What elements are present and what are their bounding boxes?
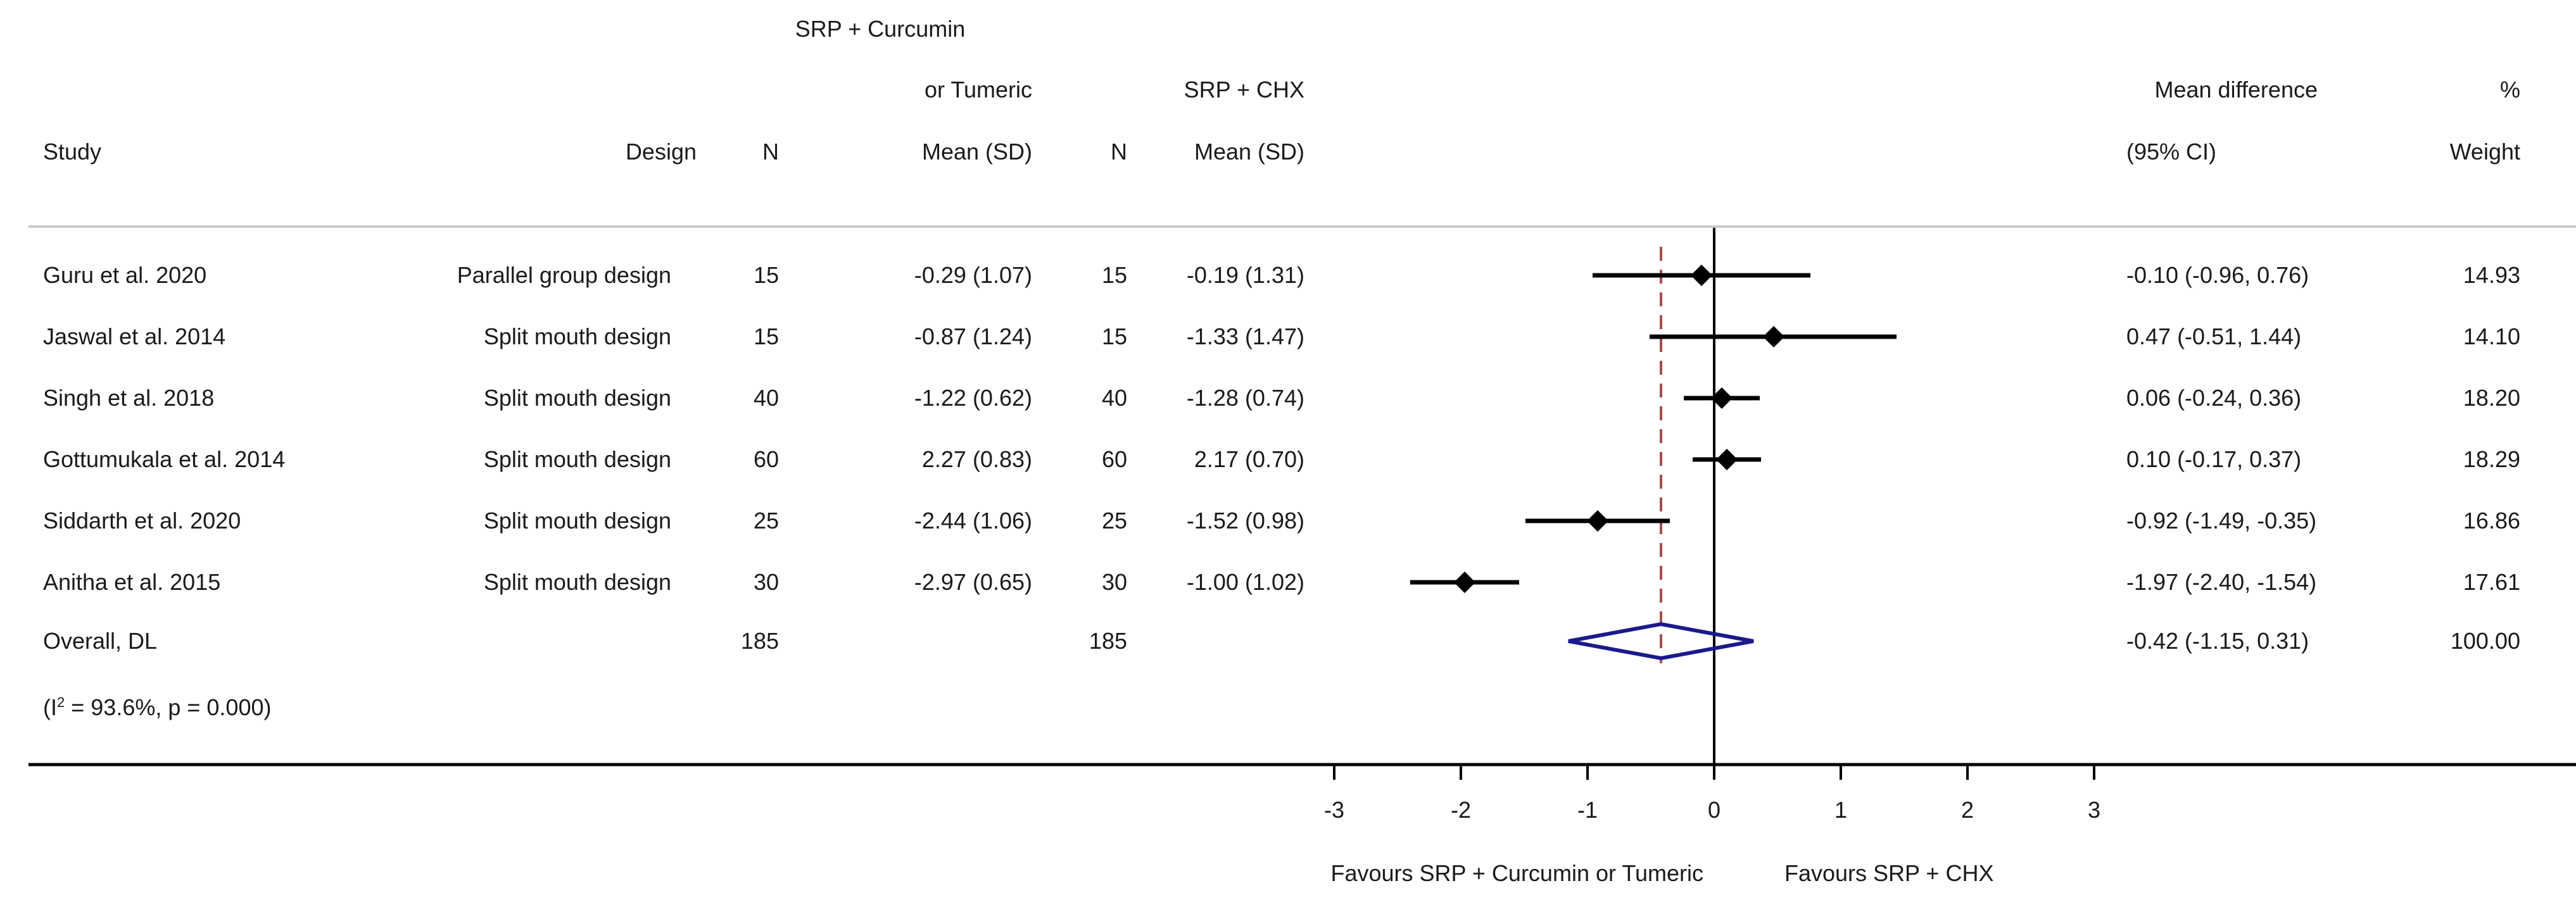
- header-design: Design: [625, 139, 697, 165]
- row-weight: 14.93: [2463, 262, 2520, 288]
- row-n1: 15: [753, 262, 779, 288]
- row-study: Guru et al. 2020: [43, 262, 207, 288]
- row-group1-mean-sd: -2.44 (1.06): [914, 508, 1032, 534]
- row-n1: 60: [753, 446, 779, 472]
- header-n2: N: [1111, 139, 1127, 165]
- x-tick-label: 0: [1708, 797, 1720, 823]
- study-point-estimate: [1763, 326, 1784, 347]
- row-n1: 40: [753, 385, 779, 411]
- header-weight-line1: %: [2499, 77, 2520, 103]
- row-group2-mean-sd: -0.19 (1.31): [1186, 262, 1304, 288]
- row-design: Split mouth design: [483, 323, 671, 349]
- header-group1-line1: SRP + Curcumin: [795, 16, 966, 42]
- row-n2: 40: [1101, 385, 1127, 411]
- row-weight: 17.61: [2463, 569, 2520, 595]
- row-n2: 15: [1101, 323, 1127, 349]
- overall-label: Overall, DL: [43, 628, 158, 654]
- row-study: Gottumukala et al. 2014: [43, 446, 286, 472]
- row-group2-mean-sd: 2.17 (0.70): [1194, 446, 1304, 472]
- row-mean-difference: -1.97 (-2.40, -1.54): [2126, 569, 2317, 595]
- row-mean-difference: -0.10 (-0.96, 0.76): [2126, 262, 2309, 288]
- row-group2-mean-sd: -1.52 (0.98): [1186, 508, 1304, 534]
- overall-weight: 100.00: [2450, 628, 2520, 654]
- row-mean-difference: 0.10 (-0.17, 0.37): [2126, 446, 2302, 472]
- row-design: Split mouth design: [483, 446, 671, 472]
- row-n1: 30: [753, 569, 779, 595]
- study-point-estimate: [1691, 265, 1712, 286]
- header-group1-line3: Mean (SD): [921, 139, 1032, 165]
- axis-label-right: Favours SRP + CHX: [1784, 860, 1994, 886]
- row-weight: 18.20: [2463, 385, 2520, 411]
- row-weight: 18.29: [2463, 446, 2520, 472]
- overall-n1: 185: [740, 628, 779, 654]
- row-study: Jaswal et al. 2014: [43, 323, 226, 349]
- header-n1: N: [762, 139, 779, 165]
- row-design: Split mouth design: [483, 385, 671, 411]
- header-group2-line1: SRP + CHX: [1184, 77, 1304, 103]
- study-point-estimate: [1716, 449, 1738, 470]
- row-n1: 15: [753, 323, 779, 349]
- x-tick-label: -2: [1451, 797, 1471, 823]
- row-group2-mean-sd: -1.33 (1.47): [1186, 323, 1304, 349]
- header-weight-line2: Weight: [2449, 139, 2520, 165]
- study-point-estimate: [1711, 387, 1733, 409]
- row-study: Singh et al. 2018: [43, 385, 215, 411]
- row-group1-mean-sd: -0.29 (1.07): [914, 262, 1032, 288]
- x-tick-label: -3: [1324, 797, 1344, 823]
- row-n2: 60: [1101, 446, 1127, 472]
- study-point-estimate: [1454, 572, 1475, 593]
- row-study: Siddarth et al. 2020: [43, 508, 241, 534]
- x-tick-label: -1: [1577, 797, 1598, 823]
- row-mean-difference: -0.92 (-1.49, -0.35): [2126, 508, 2317, 534]
- row-group2-mean-sd: -1.00 (1.02): [1186, 569, 1304, 595]
- row-group1-mean-sd: -0.87 (1.24): [914, 323, 1032, 349]
- header-study: Study: [43, 139, 102, 165]
- row-mean-difference: 0.06 (-0.24, 0.36): [2126, 385, 2302, 411]
- x-tick-label: 3: [2088, 797, 2100, 823]
- row-group2-mean-sd: -1.28 (0.74): [1186, 385, 1304, 411]
- header-md-line1: Mean difference: [2154, 77, 2318, 103]
- row-group1-mean-sd: -2.97 (0.65): [914, 569, 1032, 595]
- row-design: Parallel group design: [457, 262, 671, 288]
- row-group1-mean-sd: 2.27 (0.83): [921, 446, 1032, 472]
- row-group1-mean-sd: -1.22 (0.62): [914, 385, 1032, 411]
- row-n2: 25: [1101, 508, 1127, 534]
- row-n1: 25: [753, 508, 779, 534]
- overall-n2: 185: [1089, 628, 1127, 654]
- row-n2: 15: [1101, 262, 1127, 288]
- axis-label-left: Favours SRP + Curcumin or Tumeric: [1330, 860, 1703, 886]
- row-weight: 14.10: [2463, 323, 2520, 349]
- overall-diamond: [1568, 622, 1754, 661]
- overall-md: -0.42 (-1.15, 0.31): [2126, 628, 2309, 654]
- row-study: Anitha et al. 2015: [43, 569, 221, 595]
- row-mean-difference: 0.47 (-0.51, 1.44): [2126, 323, 2302, 349]
- row-n2: 30: [1101, 569, 1127, 595]
- header-group1-line2: or Tumeric: [924, 77, 1032, 103]
- study-point-estimate: [1587, 510, 1608, 532]
- x-tick-label: 1: [1834, 797, 1847, 823]
- header-group2-line2: Mean (SD): [1194, 139, 1304, 165]
- x-tick-label: 2: [1961, 797, 1974, 823]
- row-weight: 16.86: [2463, 508, 2520, 534]
- row-design: Split mouth design: [483, 569, 671, 595]
- row-design: Split mouth design: [483, 508, 671, 534]
- heterogeneity-stat: (I2 = 93.6%, p = 0.000): [43, 694, 272, 720]
- header-md-line2: (95% CI): [2126, 139, 2217, 165]
